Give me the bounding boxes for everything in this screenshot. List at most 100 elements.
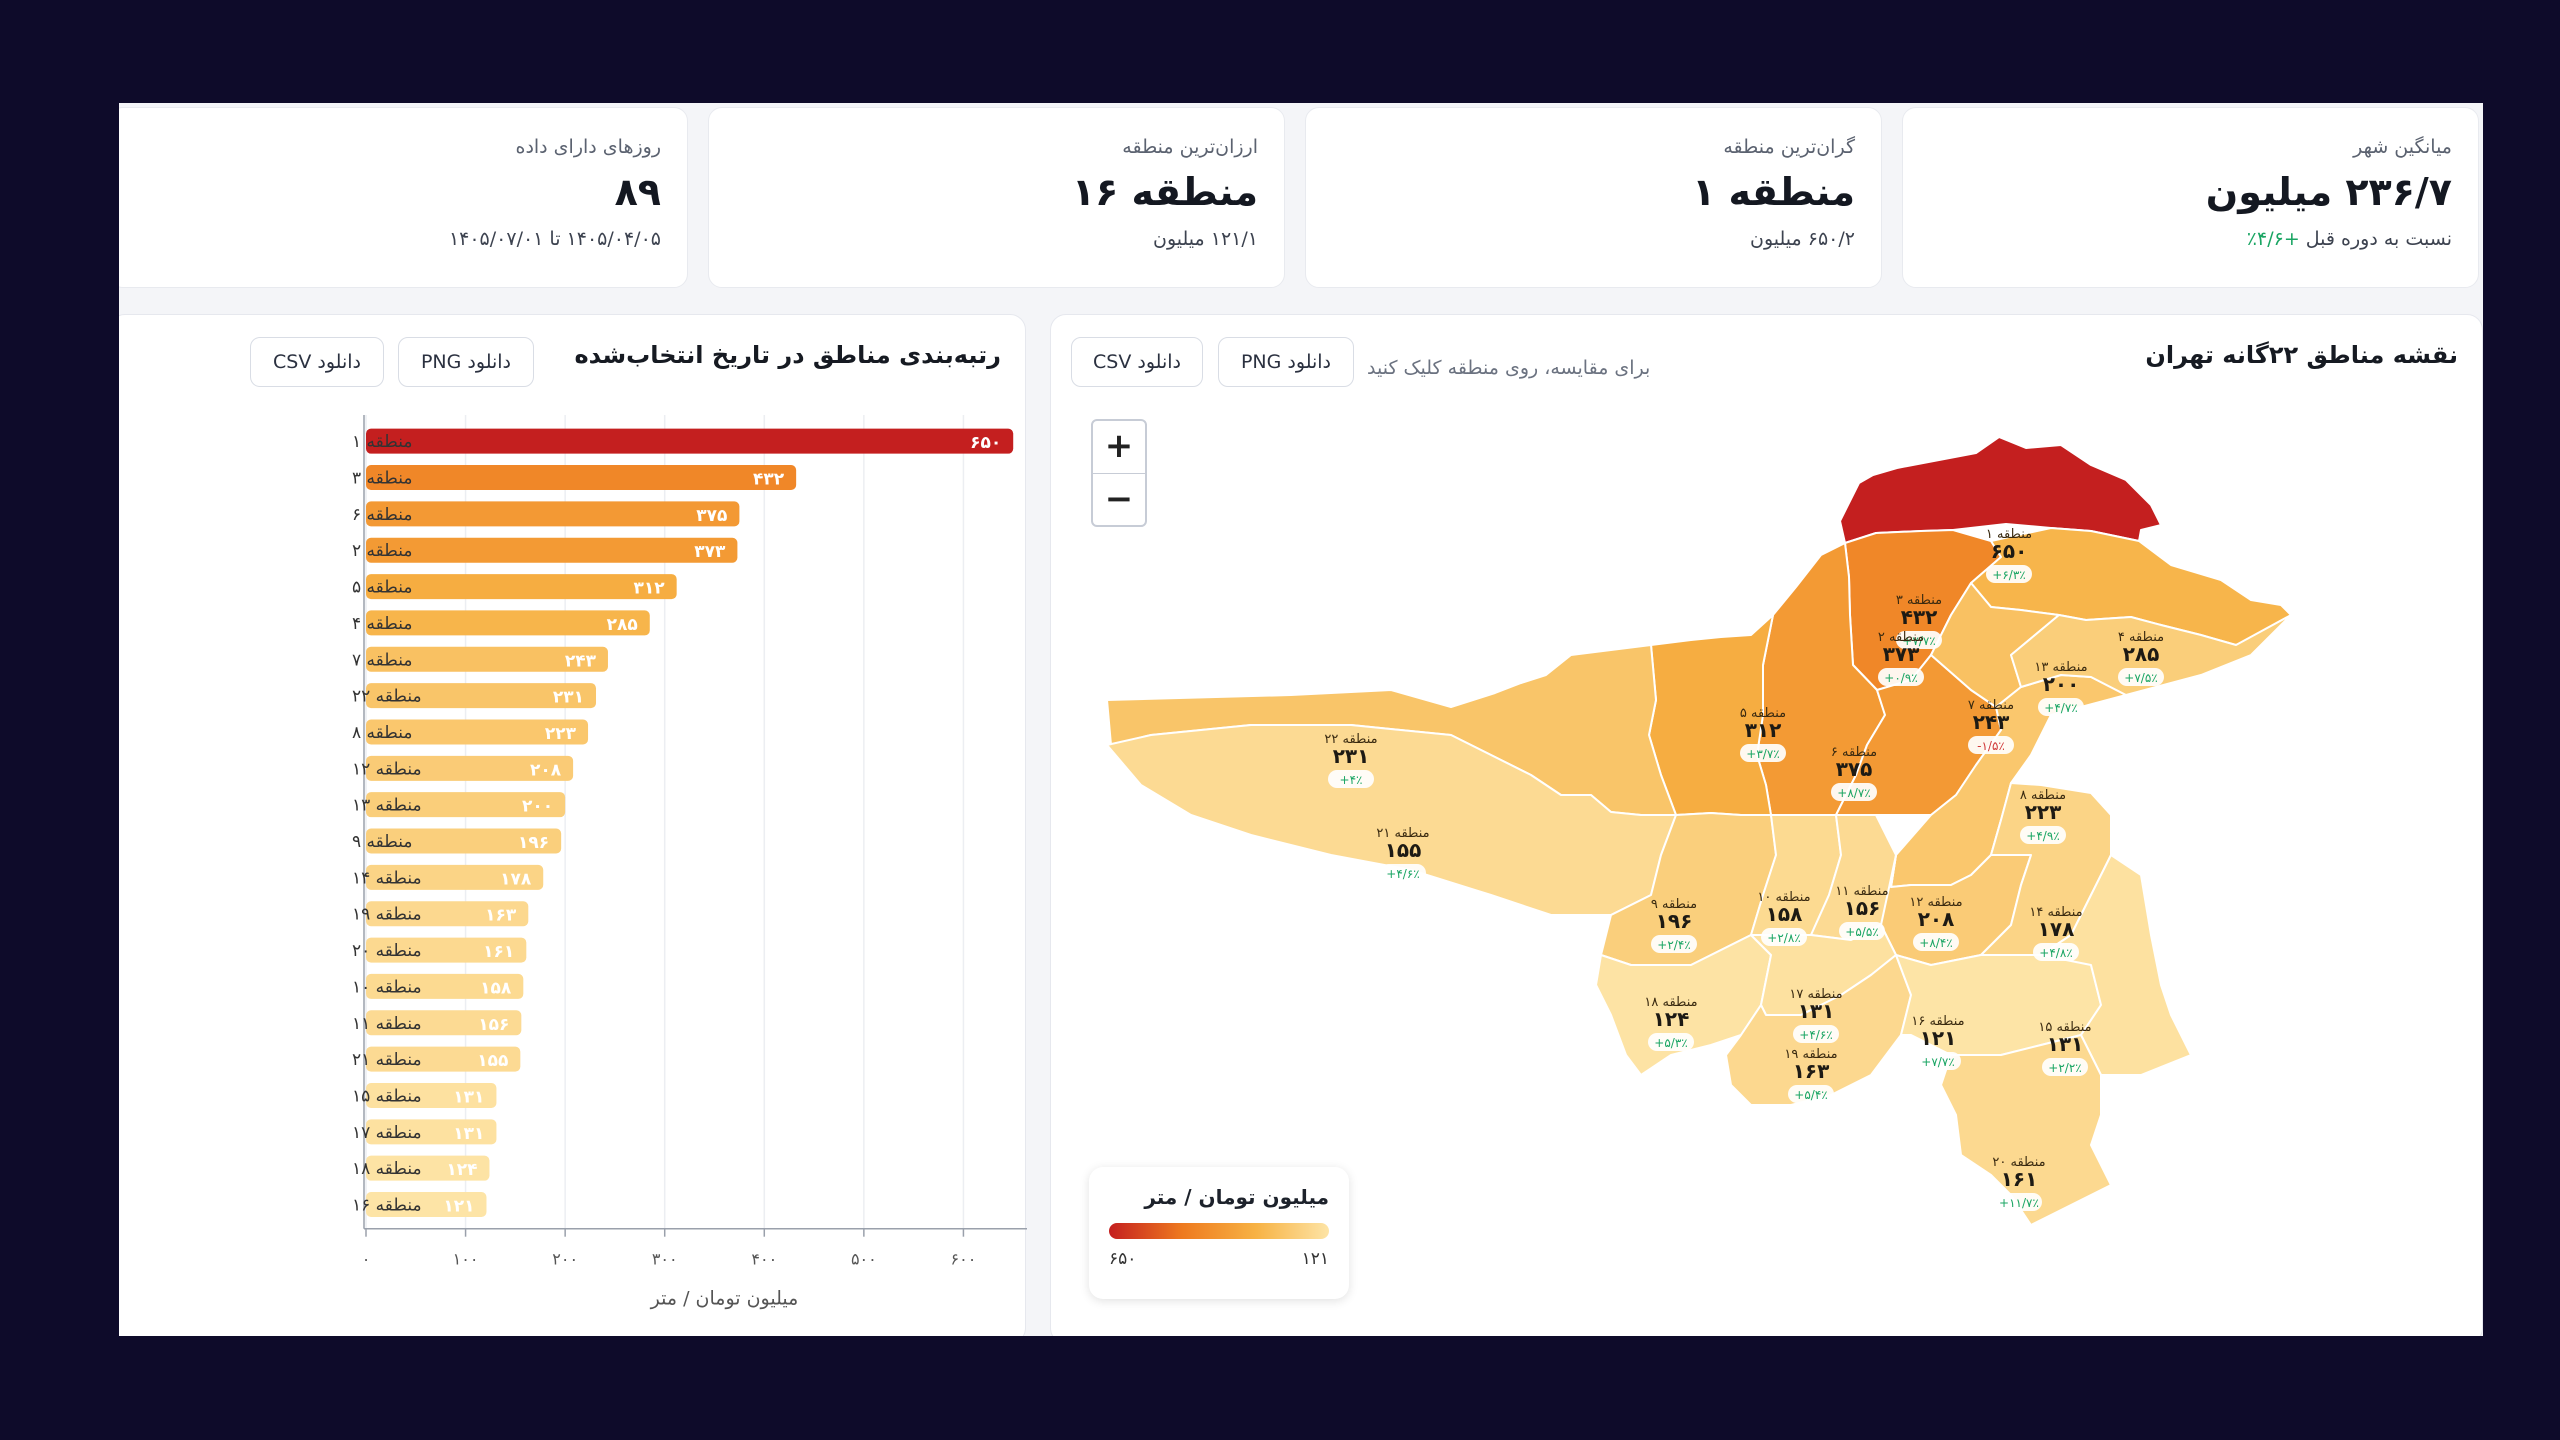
bar-value-label: ۱۷۸ [500, 869, 532, 889]
bar[interactable] [366, 755, 574, 781]
bar[interactable] [366, 1010, 522, 1036]
bar[interactable] [366, 537, 738, 563]
legend-range: ۱۲۱ ۶۵۰ [1109, 1249, 1329, 1269]
district-name: منطقه ۱۳ [2034, 660, 2087, 675]
bar-value-label: ۲۸۵ [607, 615, 638, 635]
bar-value-label: ۱۳۱ [453, 1087, 484, 1107]
district-name: منطقه ۱۲ [1909, 895, 1962, 910]
district-shape[interactable] [1940, 1034, 2112, 1226]
district-name: منطقه ۲ [1878, 630, 1924, 645]
map-download-csv-button[interactable]: دانلود CSV [1071, 337, 1203, 387]
district-change: +۷/۷٪ [1902, 634, 1935, 648]
bar-value-label: ۱۲۱ [443, 1197, 474, 1217]
bar[interactable] [366, 428, 1014, 454]
bar[interactable] [366, 901, 529, 927]
district-change: +۶/۳٪ [1992, 568, 2025, 582]
category-label: منطقه ۲۲ [352, 687, 422, 707]
district-value: ۱۶۱ [2001, 1167, 2038, 1191]
kpi-label: ارزان‌ترین منطقه [1122, 136, 1258, 158]
category-label: منطقه ۱۲ [352, 759, 422, 779]
district-value: ۱۵۵ [1385, 838, 1422, 862]
district-change: +۲/۸٪ [1767, 931, 1800, 945]
bar[interactable] [366, 973, 524, 999]
district-change: -۱/۵٪ [1977, 739, 2005, 753]
x-tick-label: ۰ [362, 1250, 371, 1269]
bar[interactable] [366, 1119, 497, 1145]
map-download-png-button[interactable]: دانلود PNG [1218, 337, 1354, 387]
bar[interactable] [366, 501, 740, 527]
bar-value-label: ۲۳۱ [553, 688, 584, 708]
district-change: +۵/۵٪ [1845, 925, 1878, 939]
bar[interactable] [366, 610, 650, 636]
zoom-control: + − [1091, 419, 1147, 527]
kpi-sub: ۶۵۰/۲ میلیون [1750, 228, 1855, 250]
district-name: منطقه ۱۱ [1835, 884, 1888, 899]
district-shape[interactable] [2040, 854, 2192, 1076]
district-change: +۲/۲٪ [2048, 1061, 2081, 1075]
district-value: ۱۲۴ [1653, 1007, 1690, 1031]
district-change: +۳/۷٪ [1746, 747, 1779, 761]
bar-value-label: ۲۰۸ [530, 760, 562, 780]
district-value: ۱۶۳ [1793, 1059, 1830, 1083]
zoom-in-button[interactable]: + [1104, 426, 1134, 466]
category-label: منطقه ۹ [352, 832, 412, 852]
district-value: ۳۱۲ [1745, 718, 1782, 742]
category-label: منطقه ۲۱ [352, 1050, 422, 1070]
district-value: ۳۷۵ [1836, 757, 1873, 781]
district-shape[interactable] [1595, 934, 1772, 1076]
bar[interactable] [366, 683, 597, 709]
download-csv-button[interactable]: دانلود CSV [250, 337, 384, 387]
kpi-value: ۸۹ [614, 170, 661, 214]
bar-value-label: ۱۵۶ [478, 1015, 509, 1035]
bar[interactable] [366, 719, 589, 745]
kpi-sub: ۱۴۰۵/۰۴/۰۵ تا ۱۴۰۵/۰۷/۰۱ [448, 228, 661, 250]
district-name: منطقه ۷ [1968, 698, 2014, 713]
bar-value-label: ۴۳۲ [753, 470, 785, 490]
district-name: منطقه ۴ [2118, 630, 2164, 645]
bar[interactable] [366, 1082, 497, 1108]
bar[interactable] [366, 1046, 521, 1072]
district-name: منطقه ۹ [1651, 897, 1697, 912]
district-shapes [1106, 436, 2292, 1226]
bar[interactable] [366, 646, 608, 672]
bar[interactable] [366, 792, 566, 818]
download-png-button[interactable]: دانلود PNG [398, 337, 534, 387]
bar[interactable] [366, 828, 562, 854]
bar[interactable] [366, 1192, 487, 1218]
x-axis-label: میلیون تومان / متر [650, 1288, 799, 1310]
district-change: +۴/۶٪ [1799, 1028, 1832, 1042]
bar[interactable] [366, 574, 677, 600]
category-label: منطقه ۵ [352, 578, 412, 598]
district-change-badge [1788, 1085, 1834, 1103]
category-label: منطقه ۱۳ [352, 796, 422, 816]
district-value: ۱۵۶ [1844, 896, 1881, 920]
district-shape[interactable] [2010, 614, 2292, 696]
category-label: منطقه ۷ [352, 650, 412, 670]
district-name: منطقه ۲۲ [1324, 732, 1377, 747]
bar[interactable] [366, 1155, 490, 1181]
kpi-label: گران‌ترین منطقه [1723, 136, 1855, 158]
district-change-badge [1740, 744, 1786, 762]
district-change: +۲/۴٪ [1657, 938, 1690, 952]
bar[interactable] [366, 465, 797, 491]
district-name: منطقه ۲۰ [1992, 1155, 2045, 1170]
bar-value-label: ۱۲۴ [446, 1160, 477, 1180]
district-name: منطقه ۱۰ [1757, 890, 1810, 905]
district-name: منطقه ۱۷ [1789, 987, 1842, 1002]
district-change-badge [1839, 922, 1885, 940]
x-tick-label: ۵۰۰ [851, 1250, 877, 1269]
x-tick-label: ۶۰۰ [951, 1250, 977, 1269]
bar-value-label: ۳۷۵ [696, 506, 727, 526]
district-name: منطقه ۱۸ [1644, 995, 1697, 1010]
bar-value-label: ۱۹۶ [518, 833, 549, 853]
bar[interactable] [366, 864, 544, 890]
category-label: منطقه ۱ [352, 432, 412, 452]
bar-value-label: ۳۷۳ [694, 542, 726, 562]
bar[interactable] [366, 937, 527, 963]
district-value: ۲۳۱ [1333, 744, 1370, 768]
bar-value-label: ۱۵۸ [480, 978, 512, 998]
bar-value-label: ۲۲۳ [545, 724, 577, 744]
zoom-out-button[interactable]: − [1093, 473, 1145, 525]
district-name: منطقه ۸ [2020, 788, 2066, 803]
